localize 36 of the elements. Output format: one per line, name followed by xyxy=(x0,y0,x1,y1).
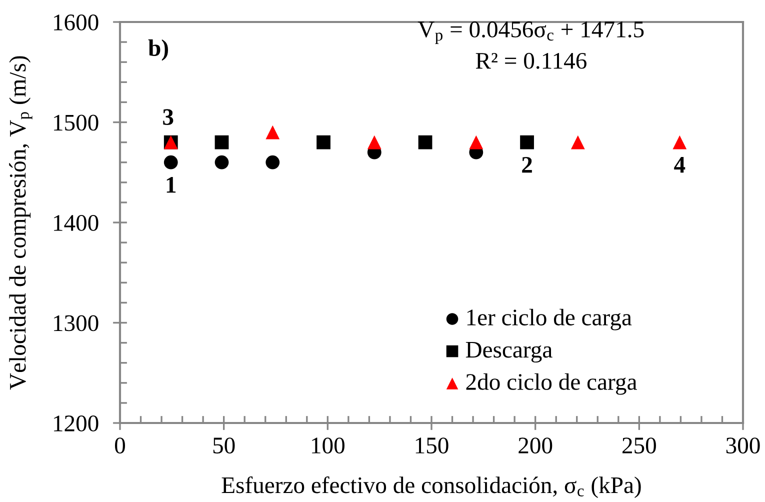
point xyxy=(672,135,687,150)
y-tick-label: 1400 xyxy=(54,214,98,231)
annotation: 1 xyxy=(166,177,176,193)
point xyxy=(367,135,382,150)
y-tick-label: 1500 xyxy=(54,114,98,131)
y-axis-title: Velocidad de compresión, V$_{p}$ (m/s) xyxy=(9,56,32,390)
y-tick-label: 1200 xyxy=(54,415,98,432)
text: b) xyxy=(148,39,168,61)
x-tick-label: 250 xyxy=(622,438,656,454)
point xyxy=(164,155,178,170)
x-tick-label: 50 xyxy=(213,438,235,454)
point xyxy=(520,135,534,150)
annotation: 2 xyxy=(522,156,532,173)
point xyxy=(418,135,432,150)
point xyxy=(469,135,484,150)
annotation: V$_{p}$ = 0.0456σ$_{c}$ + 1471.5 xyxy=(418,21,644,44)
x-tick-label: 300 xyxy=(726,438,760,454)
point xyxy=(214,135,229,150)
point xyxy=(266,155,280,170)
annotation: R² = 0.1146 xyxy=(476,52,586,69)
annotation: 3 xyxy=(163,109,174,126)
legend-label: 1er ciclo de carga xyxy=(467,308,632,330)
x-tick-label: 0 xyxy=(114,438,126,454)
legend-label: 2do ciclo de carga xyxy=(466,373,637,395)
y-tick-label: 1600 xyxy=(54,14,98,30)
x-tick-label: 100 xyxy=(312,438,344,454)
legend-label: Descarga xyxy=(466,342,552,363)
annotation: 4 xyxy=(674,157,686,173)
x-tick-label: 200 xyxy=(518,438,552,454)
y-tick-label: 1300 xyxy=(54,315,98,332)
point xyxy=(316,135,330,150)
point xyxy=(570,135,585,150)
x-tick-label: 150 xyxy=(416,438,448,454)
x-axis-title: Esfuerzo efectivo de consolidación, σ$_{c}$ (kPa) xyxy=(222,476,641,498)
point xyxy=(214,155,229,170)
point xyxy=(266,125,280,140)
